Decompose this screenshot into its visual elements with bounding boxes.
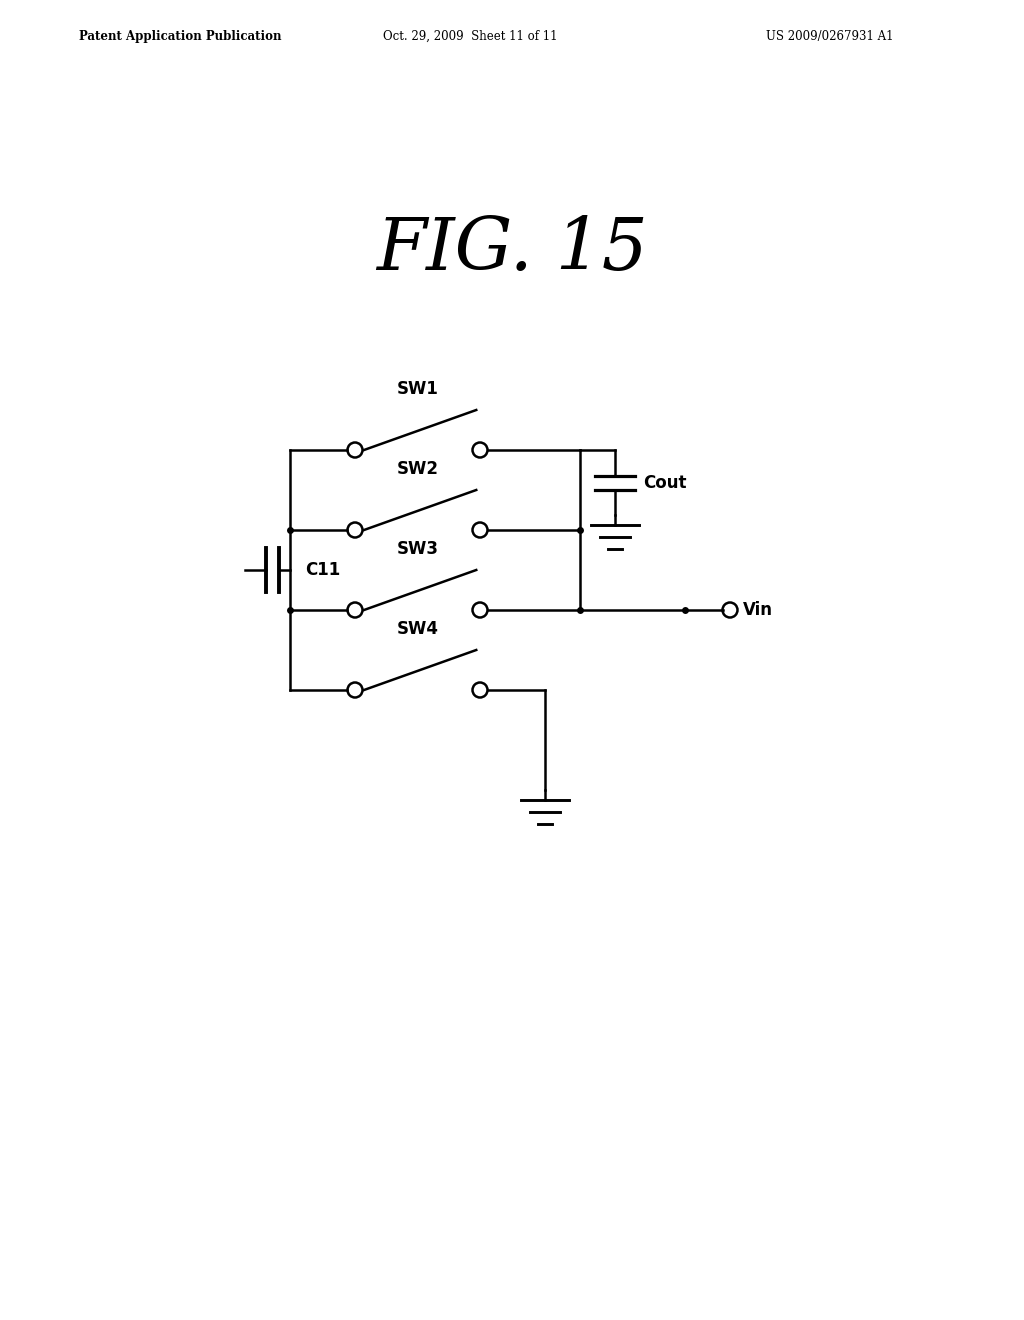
Text: SW4: SW4 <box>396 620 438 638</box>
Text: Patent Application Publication: Patent Application Publication <box>79 30 282 44</box>
Text: SW2: SW2 <box>396 459 438 478</box>
Text: C11: C11 <box>305 561 340 579</box>
Text: FIG. 15: FIG. 15 <box>376 215 648 285</box>
Text: SW3: SW3 <box>396 540 438 558</box>
Text: Vin: Vin <box>743 601 773 619</box>
Text: Cout: Cout <box>643 474 686 491</box>
Text: US 2009/0267931 A1: US 2009/0267931 A1 <box>766 30 894 44</box>
Text: Oct. 29, 2009  Sheet 11 of 11: Oct. 29, 2009 Sheet 11 of 11 <box>383 30 557 44</box>
Text: SW1: SW1 <box>396 380 438 399</box>
